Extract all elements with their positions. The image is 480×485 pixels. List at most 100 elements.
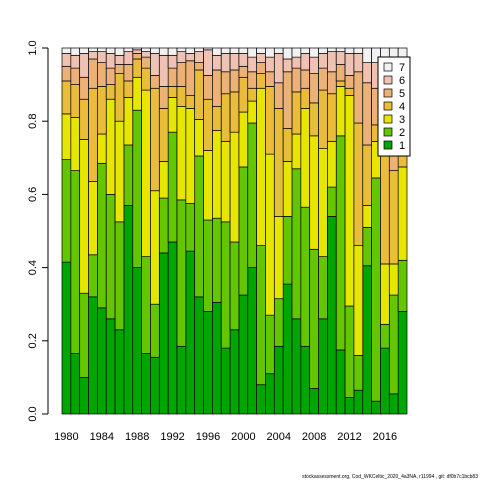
bar-segment: [176, 345, 187, 415]
bar-segment: [220, 53, 231, 73]
bar-segment: [362, 265, 372, 415]
bar-segment: [335, 135, 346, 351]
bar-segment: [88, 47, 98, 53]
bar-segment: [150, 356, 160, 415]
bar-segment: [300, 345, 311, 415]
bar-segment: [344, 75, 355, 89]
footnote: stockassessment.org, Cod_WKCeltic_2020_4…: [302, 474, 478, 480]
bar-segment: [150, 303, 160, 358]
bar-segment: [194, 47, 204, 53]
bar-segment: [247, 267, 257, 415]
legend-label: 7: [399, 62, 405, 74]
bar-segment: [132, 47, 142, 51]
bar-segment: [318, 53, 328, 69]
bar-segment: [79, 53, 89, 78]
bar-segment: [158, 54, 169, 87]
bar-segment: [247, 87, 257, 102]
bar-segment: [371, 177, 381, 402]
bar-segment: [282, 47, 293, 60]
bar-segment: [344, 87, 355, 96]
legend-label: 6: [399, 75, 405, 87]
bar-segment: [220, 347, 231, 415]
bar-segment: [273, 345, 284, 415]
legend-swatch: [383, 127, 393, 137]
bar-segment: [176, 106, 187, 201]
bar-segment: [300, 69, 311, 89]
bar-segment: [229, 69, 240, 93]
bar-segment: [247, 71, 257, 89]
legend-swatch: [383, 101, 393, 111]
bar-segment: [141, 353, 151, 415]
bar-segment: [220, 140, 231, 223]
bar-segment: [158, 86, 169, 109]
bar-segment: [70, 54, 81, 69]
bar-segment: [70, 117, 81, 171]
bar-segment: [123, 205, 134, 415]
bar-segment: [97, 47, 107, 53]
bar-segment: [105, 53, 116, 69]
bar-segment: [291, 47, 302, 58]
bar-segment: [141, 89, 151, 257]
bar-segment: [344, 53, 355, 76]
bar-segment: [397, 311, 408, 415]
bar-segment: [300, 87, 311, 109]
bar-segment: [97, 62, 107, 87]
bar-segment: [335, 64, 346, 82]
bar-segment: [362, 226, 372, 267]
bar-segment: [335, 51, 346, 65]
bar-segment: [61, 53, 72, 67]
bar-segment: [97, 86, 107, 135]
bar-segment: [282, 216, 293, 285]
bar-segment: [194, 119, 204, 157]
bar-segment: [291, 133, 302, 170]
bar-segment: [88, 254, 98, 298]
bar-segment: [158, 252, 169, 415]
bar-segment: [273, 47, 284, 54]
bar-segment: [141, 51, 151, 58]
bar-segment: [203, 150, 213, 221]
bar-segment: [229, 131, 240, 243]
x-tick-label: 2012: [337, 431, 361, 443]
bar-segment: [194, 69, 204, 120]
bar-segment: [123, 80, 134, 98]
bar-segment: [141, 56, 151, 69]
bar-segment: [220, 93, 231, 142]
bar-segment: [380, 347, 390, 415]
bar-segment: [291, 318, 302, 415]
bar-segment: [388, 393, 399, 415]
bar-segment: [167, 131, 178, 243]
bar-segment: [362, 47, 372, 63]
bar-segment: [158, 108, 169, 162]
bar-segment: [194, 155, 204, 298]
bar-segment: [247, 47, 257, 58]
bar-segment: [282, 161, 293, 217]
bar-segment: [212, 106, 222, 131]
bar-segment: [79, 292, 89, 378]
bar-segment: [300, 206, 311, 347]
bar-segment: [238, 76, 249, 113]
bar-segment: [388, 294, 399, 395]
bar-segment: [220, 47, 231, 54]
bar-segment: [353, 245, 364, 356]
x-tick-label: 1988: [125, 431, 149, 443]
bar-segment: [309, 56, 319, 74]
bar-segment: [353, 122, 364, 246]
bar-segment: [79, 139, 89, 294]
x-tick-label: 2000: [231, 431, 255, 443]
legend-swatch: [383, 75, 393, 85]
bar-segment: [203, 75, 213, 100]
bar-segment: [141, 47, 151, 53]
bar-segment: [282, 128, 293, 162]
bar-segment: [273, 298, 284, 347]
bar-segment: [229, 53, 240, 71]
bar-segment: [185, 250, 196, 415]
bar-segment: [220, 221, 231, 349]
bar-segment: [97, 307, 107, 415]
bar-segment: [194, 51, 204, 63]
legend-swatch: [383, 88, 393, 98]
bar-segment: [88, 296, 98, 415]
bar-segment: [132, 109, 142, 268]
bar-segment: [238, 65, 249, 78]
bar-segment: [212, 130, 222, 219]
bar-segment: [123, 47, 134, 53]
